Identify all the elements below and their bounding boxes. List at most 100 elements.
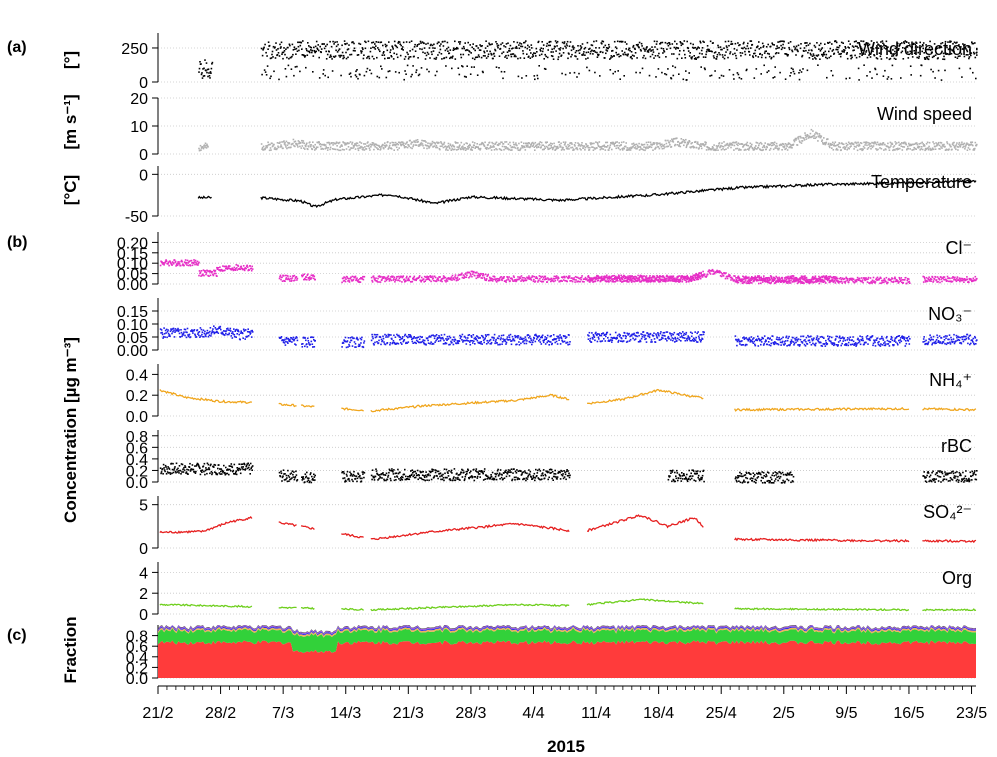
data-point — [600, 280, 602, 282]
data-point — [386, 44, 388, 47]
data-point — [863, 278, 866, 281]
data-point — [760, 276, 762, 279]
data-point — [592, 149, 595, 151]
data-point — [628, 275, 631, 277]
data-point — [438, 51, 441, 54]
data-point — [354, 276, 356, 279]
data-point — [665, 142, 668, 145]
data-point — [408, 278, 410, 281]
data-point — [680, 277, 683, 279]
data-point — [968, 144, 970, 147]
data-point — [456, 276, 459, 279]
data-point — [829, 47, 832, 50]
data-point — [800, 43, 802, 45]
data-point — [498, 67, 500, 69]
data-point — [206, 143, 208, 146]
data-point — [503, 145, 506, 148]
data-point — [617, 274, 620, 276]
data-point — [908, 278, 910, 280]
data-point — [650, 280, 653, 283]
data-point — [435, 145, 438, 147]
data-point — [559, 49, 561, 51]
data-point — [443, 57, 446, 59]
data-point — [751, 43, 754, 46]
data-point — [511, 53, 514, 55]
data-point — [549, 40, 552, 43]
data-point — [860, 148, 862, 150]
data-point — [884, 69, 886, 72]
data-point — [948, 280, 951, 283]
data-point — [749, 282, 752, 284]
data-point — [765, 148, 767, 151]
data-point — [587, 145, 589, 147]
data-point — [431, 140, 434, 143]
data-point — [749, 146, 751, 149]
data-point — [204, 271, 206, 273]
data-point — [917, 145, 919, 148]
data-point — [797, 281, 800, 284]
data-point — [502, 51, 505, 53]
data-point — [884, 279, 886, 281]
data-point — [755, 141, 758, 144]
data-point — [489, 50, 491, 53]
data-point — [705, 53, 707, 56]
data-point — [305, 145, 307, 148]
data-point — [661, 147, 664, 150]
data-point — [459, 43, 461, 45]
data-point — [888, 50, 890, 52]
data-point — [963, 145, 965, 148]
data-point — [261, 54, 264, 57]
data-point — [768, 282, 770, 284]
data-point — [163, 332, 166, 335]
data-point — [855, 146, 857, 148]
data-point — [672, 139, 674, 141]
data-point — [740, 149, 742, 151]
series-label: Wind speed — [877, 104, 972, 124]
data-point — [935, 46, 938, 48]
data-point — [922, 281, 925, 283]
data-point — [845, 77, 847, 80]
data-point — [580, 47, 582, 50]
data-point — [819, 50, 822, 52]
data-point — [409, 146, 412, 149]
data-point — [718, 142, 721, 144]
data-point — [307, 273, 309, 276]
data-point — [628, 149, 631, 151]
data-point — [799, 279, 802, 281]
data-point — [601, 40, 604, 42]
data-point — [174, 331, 176, 333]
data-point — [659, 275, 661, 277]
data-point — [885, 276, 888, 279]
data-point — [571, 46, 574, 48]
data-point — [483, 51, 486, 54]
data-point — [724, 277, 727, 280]
data-point — [670, 278, 673, 280]
data-point — [831, 278, 834, 281]
data-point — [933, 55, 935, 57]
data-point — [431, 142, 433, 145]
data-point — [672, 275, 675, 277]
data-point — [942, 52, 945, 55]
data-point — [447, 50, 449, 52]
data-point — [664, 146, 666, 148]
data-point — [730, 276, 733, 279]
data-point — [803, 50, 805, 52]
data-point — [698, 275, 700, 277]
data-point — [281, 280, 284, 282]
data-point — [305, 276, 308, 278]
data-point — [322, 69, 325, 71]
data-point — [550, 55, 553, 57]
data-point — [351, 141, 354, 144]
data-point — [829, 144, 832, 146]
data-point — [846, 143, 849, 146]
data-point — [389, 51, 391, 54]
data-point — [626, 278, 629, 281]
data-point — [747, 282, 749, 285]
data-point — [490, 146, 492, 148]
data-point — [908, 53, 911, 56]
data-point — [458, 73, 461, 76]
data-point — [970, 141, 972, 144]
data-point — [568, 275, 571, 277]
data-point — [245, 267, 247, 270]
data-point — [499, 276, 502, 279]
